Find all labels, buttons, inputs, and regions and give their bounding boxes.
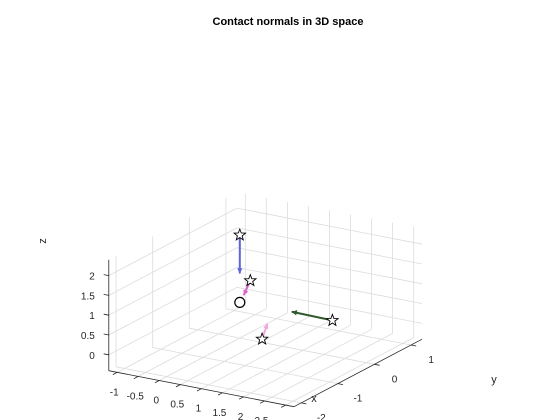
grid-line-floor-x [264, 333, 393, 402]
y-tick-label: 0 [392, 374, 398, 385]
x-tick-label: 2.5 [255, 416, 269, 420]
z-tick-label: 0 [89, 351, 95, 362]
grid-line-side-z [108, 247, 238, 316]
x-tick-label: 1 [196, 404, 202, 415]
grid-line-back-z [236, 227, 423, 265]
x-tick-mark [238, 396, 244, 400]
contact-normal-vector [291, 310, 334, 322]
grid-line-floor-y [116, 366, 302, 404]
z-tick-label: 0.5 [81, 331, 95, 342]
z-tick-label: 1.5 [81, 291, 95, 302]
x-tick-mark [175, 384, 181, 388]
grid-line-side-z [108, 207, 238, 276]
grid-line-floor-x [159, 312, 288, 381]
grid-line-floor-x [243, 328, 372, 398]
grid-line-side-z [108, 227, 238, 296]
axes-layer [108, 259, 423, 408]
grid-line-back-z [236, 247, 423, 285]
grid-line-back-z [236, 207, 423, 245]
x-axis-label: x [311, 393, 317, 405]
z-axis-label: z [37, 238, 49, 244]
x-tick-label: 2 [238, 412, 244, 420]
z-tick-mark [103, 294, 109, 296]
y-tick-mark [411, 344, 417, 347]
contact-point-marker [232, 227, 247, 241]
x-tick-mark [196, 388, 202, 392]
y-axis-line [293, 338, 423, 408]
grid-line-side-z [108, 267, 238, 336]
grid-line-floor-y [152, 347, 338, 384]
x-tick-label: 1.5 [212, 408, 226, 419]
grid-line-floor-y [189, 327, 375, 365]
grid-line-floor-x [201, 320, 330, 390]
x-tick-label: 0.5 [170, 400, 184, 411]
chart-title: Contact normals in 3D space [213, 16, 364, 28]
x-tick-label: -1 [110, 387, 119, 398]
z-tick-label: 2 [89, 272, 95, 283]
grid-line-floor-x [138, 308, 267, 377]
contact-point-marker [325, 313, 340, 327]
grid-line-back-z [236, 286, 423, 324]
y-tick-mark [337, 383, 344, 385]
z-tick-mark [103, 333, 109, 336]
grid-layer [108, 193, 423, 406]
y-axis-label: y [491, 374, 497, 386]
grid-line-side-z [108, 286, 238, 356]
z-tick-mark [103, 274, 109, 276]
x-tick-mark [154, 380, 160, 384]
y-tick-mark [374, 363, 380, 366]
grid-line-floor-x [117, 304, 246, 373]
contact-normal-arrowhead [291, 310, 298, 316]
y-tick-mark [301, 402, 307, 405]
grid-line-back-z [236, 267, 423, 304]
x-tick-mark [281, 404, 286, 408]
grid-line-floor-x [285, 337, 414, 406]
y-tick-label: -1 [353, 394, 362, 405]
contact-point-marker [255, 331, 270, 346]
grid-line-floor-x [222, 324, 351, 394]
contact-normal-arrowhead [237, 268, 243, 274]
contact-point-marker [243, 273, 258, 287]
z-tick-mark [103, 313, 109, 316]
x-tick-mark [112, 371, 118, 375]
x-tick-mark [259, 400, 265, 404]
y-tick-label: 1 [428, 355, 434, 366]
y-tick-label: -2 [317, 413, 326, 420]
contact-normal-arrowhead [263, 323, 269, 330]
x-tick-label: -0.5 [127, 391, 145, 402]
z-tick-label: 1 [89, 311, 95, 322]
z-tick-mark [103, 353, 109, 356]
grid-line-floor-x [180, 316, 309, 385]
marks-layer [232, 227, 340, 346]
x-tick-mark [217, 392, 223, 396]
x-tick-label: 0 [154, 396, 160, 407]
contact-normal-arrowhead [243, 289, 249, 296]
grid-line-floor-y [225, 308, 412, 346]
x-tick-mark [133, 376, 139, 380]
origin-marker [234, 296, 246, 308]
